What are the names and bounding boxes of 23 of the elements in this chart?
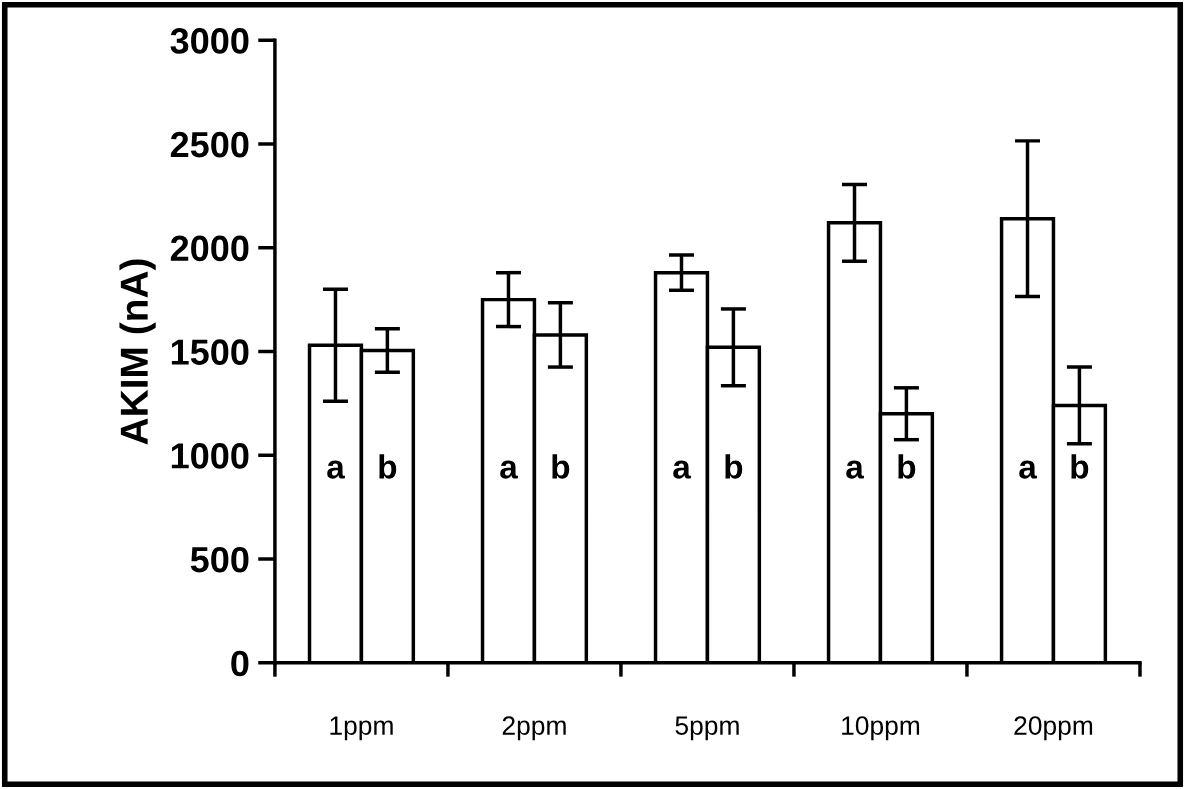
y-tick-label: 1500: [171, 339, 249, 365]
y-tick-label: 0: [231, 650, 249, 677]
text: b: [898, 454, 916, 479]
x-tick-label: 5ppm: [675, 716, 739, 741]
y-tick-label: 2000: [170, 235, 249, 262]
y-tick-label: 500: [190, 546, 249, 573]
x-tick-label: 2ppm: [502, 716, 566, 741]
text: a: [846, 460, 864, 479]
x-tick-label: 10ppm: [842, 716, 920, 741]
y-tick-label: 2500: [170, 131, 249, 158]
text: a: [500, 460, 518, 479]
text: a: [673, 460, 691, 479]
y-axis-title: AKIM (nA): [119, 259, 156, 445]
y-tick-label: 3000: [170, 28, 249, 54]
text: b: [725, 454, 743, 479]
x-tick-label: 20ppm: [1014, 716, 1093, 741]
series-label: b: [1071, 454, 1089, 479]
legend-label: a: [327, 460, 345, 479]
x-tick-label: 1ppm: [330, 716, 393, 741]
text: b: [379, 454, 397, 479]
text: b: [552, 454, 570, 479]
y-tick-label: 1000: [171, 443, 249, 469]
text: a: [1019, 460, 1037, 479]
